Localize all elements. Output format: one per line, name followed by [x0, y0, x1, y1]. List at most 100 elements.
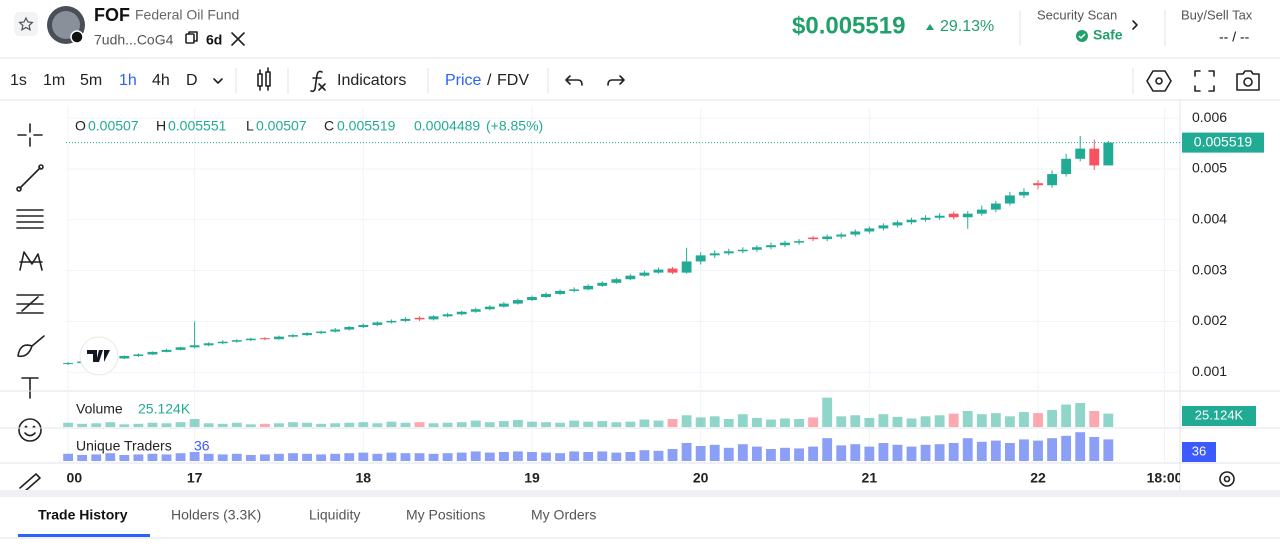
favorite-button[interactable] — [14, 12, 38, 36]
tab[interactable]: My Orders — [531, 507, 596, 523]
axis-settings-dot — [1223, 475, 1231, 483]
candle-body — [119, 355, 130, 359]
token-address: 7udh...CoG4 — [94, 32, 174, 48]
text-tool[interactable] — [21, 377, 39, 399]
volume-bar — [203, 423, 214, 427]
traders-bar — [1004, 443, 1015, 461]
candle-body — [808, 237, 819, 240]
traders-bar — [1075, 432, 1086, 461]
camera-lens — [1243, 77, 1253, 87]
pattern-tool[interactable] — [19, 251, 43, 271]
traders-bar — [175, 453, 186, 461]
ohlc-label: O — [75, 118, 86, 134]
ruler-tool[interactable] — [19, 473, 41, 493]
candle-body — [709, 253, 720, 256]
traders-bar — [625, 452, 636, 461]
candle-body — [751, 247, 762, 250]
volume-bar — [189, 419, 200, 427]
volume-bar — [962, 411, 973, 427]
ohlc-change: 0.0004489 — [414, 118, 480, 134]
candle-body — [976, 209, 987, 214]
volume-bar — [737, 414, 748, 427]
volume-bar — [990, 413, 1001, 427]
tab-active[interactable]: Trade History — [38, 507, 128, 523]
traders-bar — [358, 452, 369, 461]
axis-settings[interactable] — [1219, 471, 1235, 487]
traders-label: Unique Traders — [76, 438, 172, 454]
candle-body — [611, 279, 622, 283]
volume-bar — [259, 423, 270, 427]
traders-bar — [400, 453, 411, 461]
forecast-tool[interactable] — [16, 294, 44, 314]
chart-style-icon[interactable] — [257, 67, 271, 91]
volume-bar — [414, 422, 425, 427]
y-tick-label: 0.006 — [1192, 109, 1227, 125]
volume-bar — [91, 423, 102, 427]
undo[interactable] — [565, 75, 583, 86]
crosshair-tool[interactable] — [17, 123, 43, 147]
volume-bar — [133, 423, 144, 427]
traders-bar — [1103, 439, 1114, 461]
indicators-button[interactable]: Indicators — [337, 72, 406, 89]
candle-body — [1089, 148, 1100, 166]
ohlc-label: L — [246, 118, 254, 134]
candle-body — [639, 272, 650, 276]
candle-body — [456, 311, 467, 315]
redo[interactable] — [607, 75, 625, 86]
interval-menu[interactable] — [213, 78, 223, 84]
ohlc-label: C — [324, 118, 334, 134]
traders-bar — [976, 441, 987, 461]
tab[interactable]: Liquidity — [309, 507, 360, 523]
candle-body — [625, 275, 636, 280]
tab[interactable]: My Positions — [406, 507, 485, 523]
brush-tool[interactable] — [17, 335, 45, 358]
volume-bar — [344, 422, 355, 427]
traders-bar — [1033, 440, 1043, 461]
line-tool[interactable] — [16, 164, 44, 192]
emoji-tool[interactable] — [18, 418, 42, 442]
x-tick-label: 22 — [1030, 470, 1046, 486]
volume-bar — [245, 424, 256, 427]
last-price-tag — [1182, 132, 1264, 153]
screenshot[interactable] — [1236, 70, 1260, 91]
traders-bar — [850, 444, 861, 461]
volume-bar — [625, 421, 636, 427]
volume-bar — [709, 416, 720, 427]
interval[interactable]: 5m — [80, 72, 102, 89]
interval-active[interactable]: 1h — [119, 72, 137, 89]
interval[interactable]: 4h — [152, 72, 170, 89]
traders-bar — [794, 448, 804, 461]
star-icon — [18, 16, 34, 31]
volume-bar — [822, 397, 833, 427]
fx-icon[interactable] — [310, 70, 326, 93]
traders-bar — [231, 453, 242, 461]
settings-icon[interactable] — [1146, 70, 1172, 92]
copy-icon[interactable] — [185, 31, 198, 44]
volume-bar — [386, 421, 397, 427]
interval[interactable]: 1s — [10, 72, 27, 89]
fullscreen[interactable] — [1194, 70, 1215, 92]
traders-bar — [91, 454, 102, 461]
volume-bar — [316, 423, 327, 427]
volume-value: 25.124K — [138, 401, 191, 417]
candle-body — [864, 228, 875, 232]
tv-logo-mark — [87, 350, 110, 362]
interval[interactable]: 1m — [43, 72, 65, 89]
candle-body — [527, 297, 537, 301]
traders-bar — [597, 451, 608, 461]
interval[interactable]: D — [186, 72, 198, 89]
tax-value: -- / -- — [1219, 29, 1250, 45]
y-tick-label: 0.004 — [1192, 210, 1227, 226]
tab[interactable]: Holders (3.3K) — [171, 507, 261, 523]
volume-tag-text: 25.124K — [1195, 407, 1244, 422]
volume-bar — [288, 422, 298, 427]
security-label[interactable]: Security Scan — [1037, 7, 1117, 22]
volume-bar — [358, 422, 369, 427]
candle-body — [667, 268, 678, 273]
social-icon[interactable] — [231, 32, 245, 46]
x-tick-label: 18:00 — [1147, 470, 1183, 486]
price-toggle[interactable]: Price — [445, 72, 482, 89]
fib-tool[interactable] — [16, 209, 44, 229]
volume-bar — [836, 416, 847, 427]
fdv-toggle[interactable]: FDV — [497, 72, 529, 89]
